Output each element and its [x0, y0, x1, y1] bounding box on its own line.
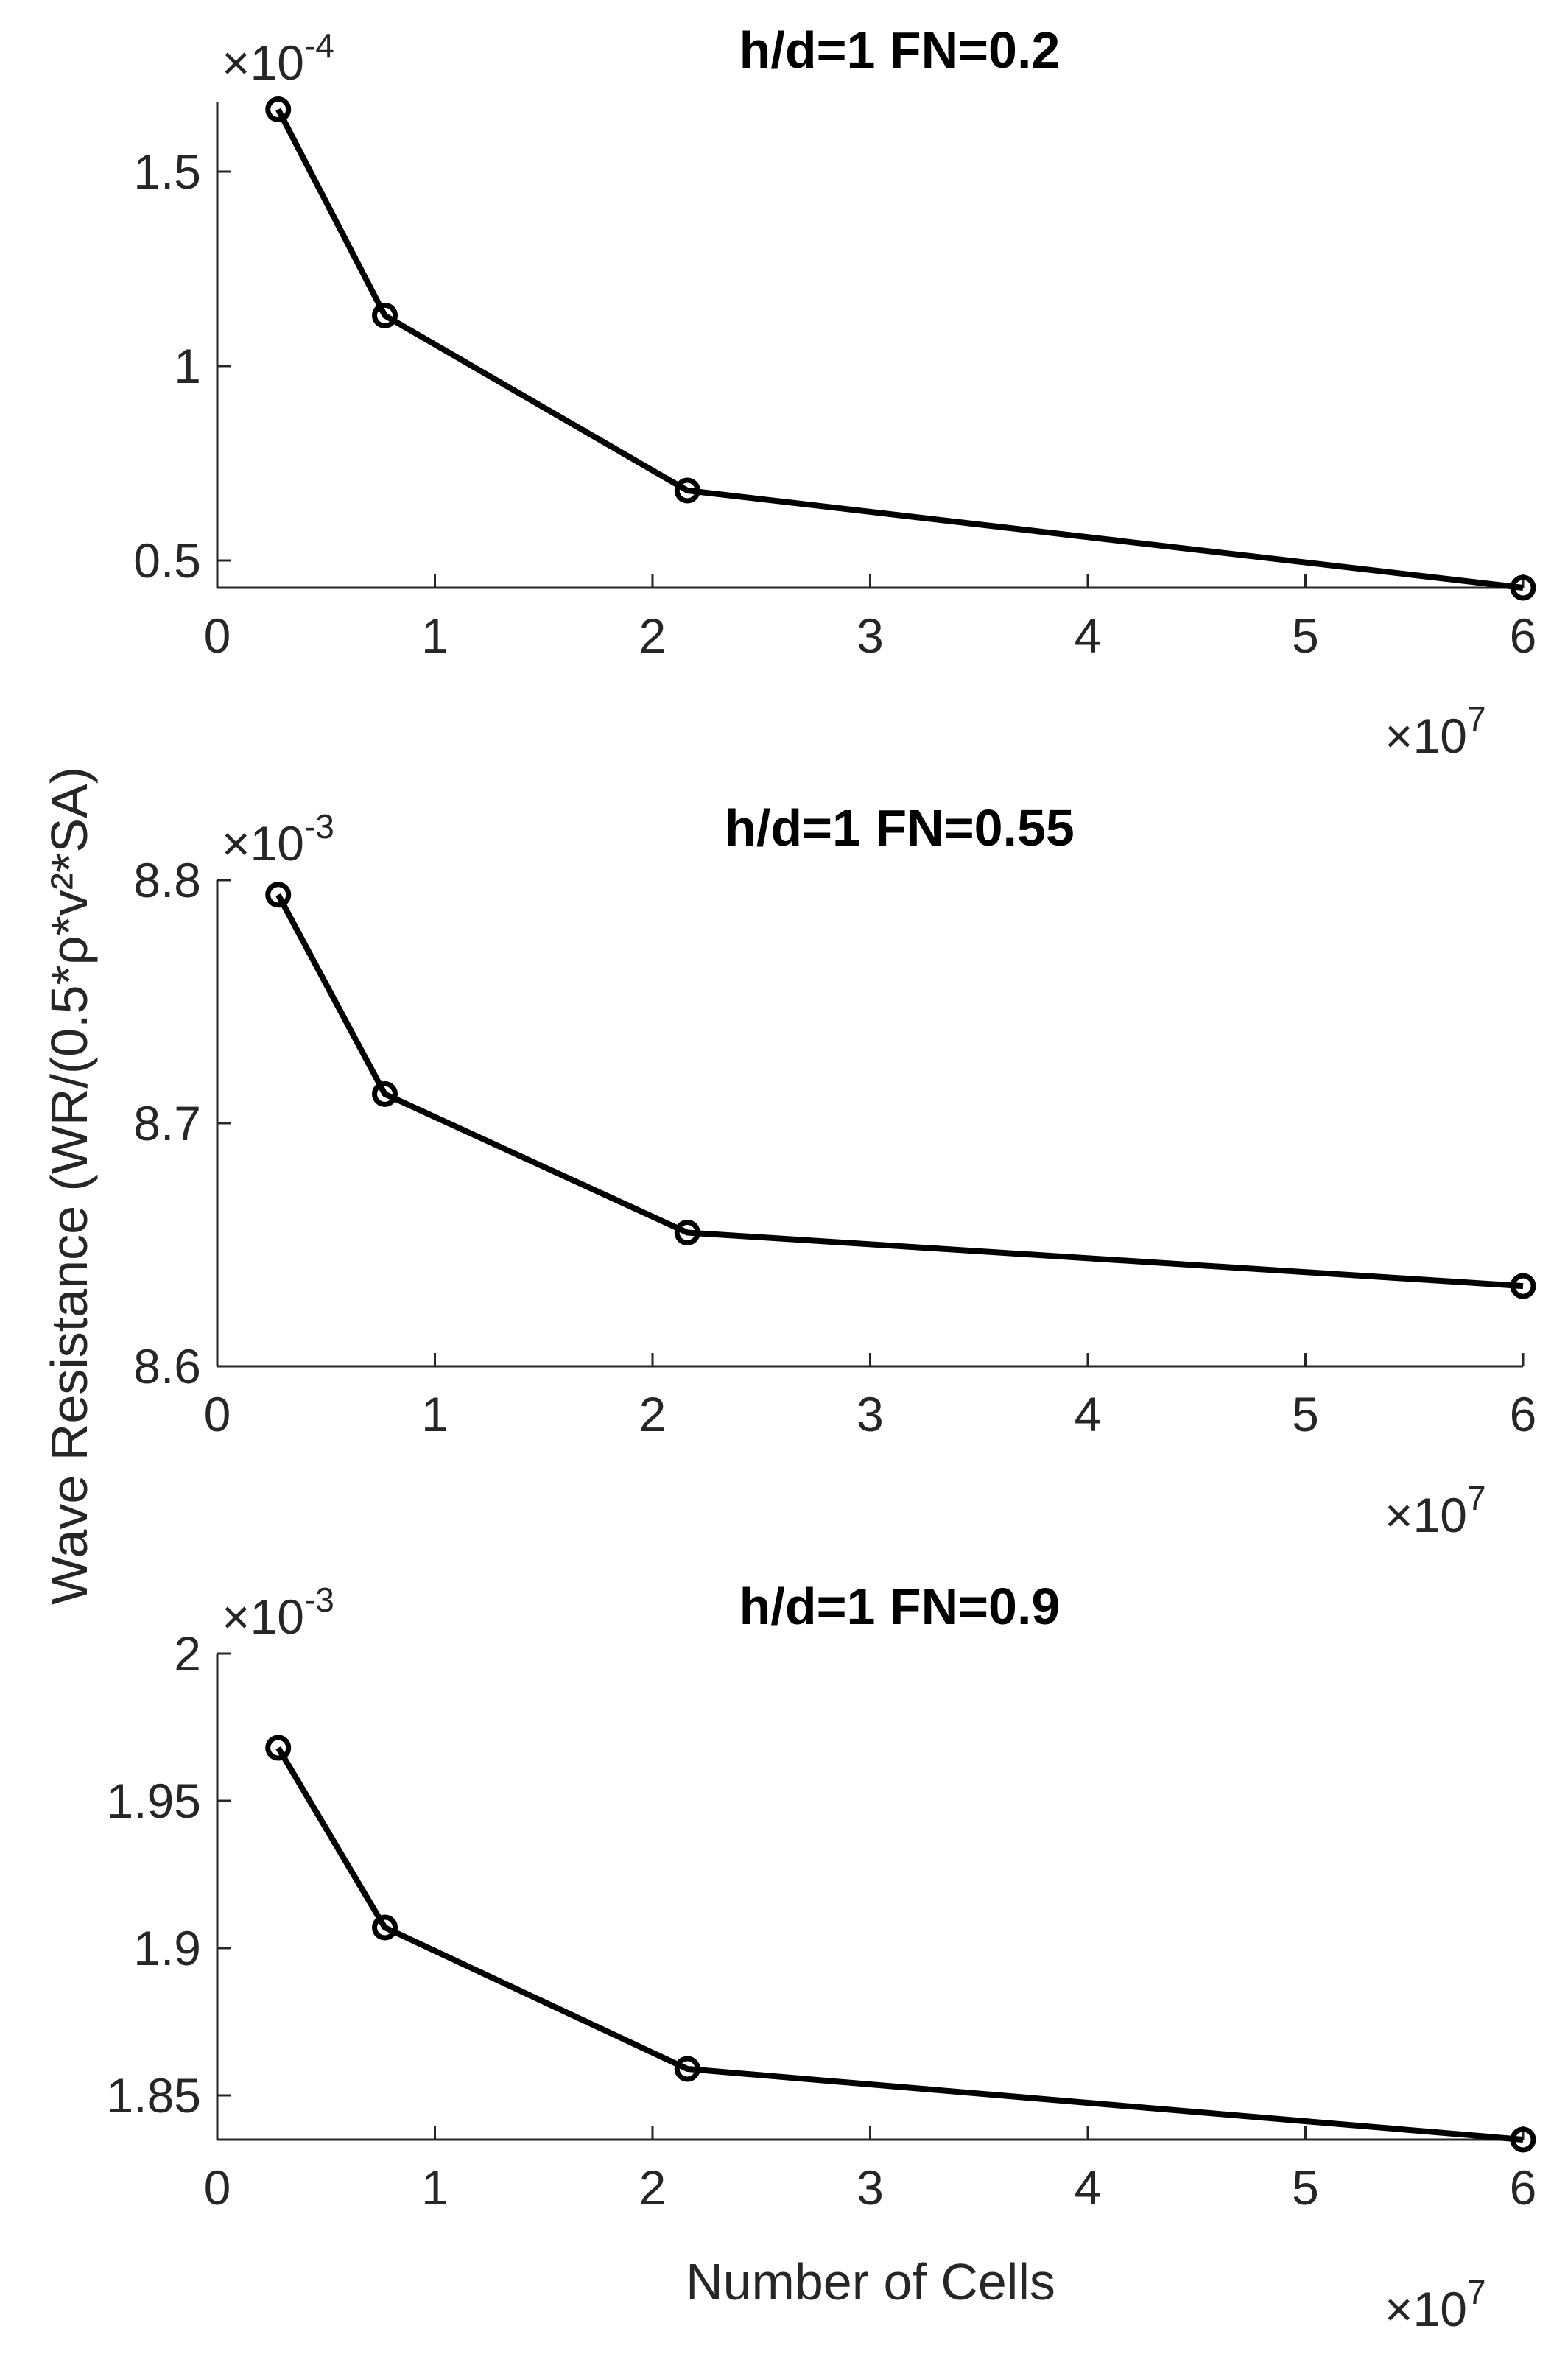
x-exponent-value: 7 [1467, 1479, 1486, 1517]
data-point [674, 2056, 700, 2082]
x-tick-label: 3 [857, 608, 884, 663]
x-tick-label: 6 [1510, 2160, 1537, 2215]
x-tick-label: 1 [421, 1387, 449, 1441]
x-tick-label: 1 [421, 2160, 449, 2215]
data-point [265, 882, 292, 908]
y-tick-label: 1.85 [107, 2068, 201, 2123]
subplot-title: h/d=1 FN=0.2 [739, 21, 1061, 79]
plots: h/d=1 FN=0.20 1 2 3 4 5 60.511.5×10-4×107h/d=1… [107, 21, 1537, 2336]
x-tick-label: 5 [1292, 608, 1319, 663]
x-tick-label: 3 [857, 2160, 884, 2215]
y-exponent-label: ×10-3 [222, 807, 334, 871]
series-line [275, 893, 1524, 1290]
figure-xlabel: Number of Cells [686, 2253, 1055, 2310]
subplot-2: h/d=1 FN=0.550 1 2 3 4 5 68.68.78.8×10-3×107 [133, 799, 1536, 1542]
y-tick-label: 0.5 [133, 533, 201, 588]
x-tick-label: 2 [639, 608, 667, 663]
data-point [372, 1080, 398, 1107]
subplot-3: h/d=1 FN=0.90 1 2 3 4 5 61.851.91.952×10-3×107 [107, 1578, 1537, 2336]
x-tick-label: 0 [204, 2160, 231, 2215]
y-tick-label: 8.6 [133, 1339, 201, 1394]
y-exponent-value: -4 [304, 27, 334, 65]
data-point [372, 302, 398, 328]
data-point [265, 1735, 292, 1761]
x-tick-label: 0 [204, 608, 231, 663]
x-tick-label: 6 [1510, 1387, 1537, 1441]
x-tick-label: 0 [204, 1387, 231, 1441]
y-exponent-value: -3 [304, 1581, 334, 1619]
x-exponent-value: 7 [1467, 700, 1486, 738]
subplot-1: h/d=1 FN=0.20 1 2 3 4 5 60.511.5×10-4×107 [133, 21, 1536, 763]
series-line [275, 1746, 1524, 2143]
y-tick-label: 1.95 [107, 1774, 201, 1828]
x-tick-label: 5 [1292, 1387, 1319, 1441]
data-point [1510, 1273, 1536, 1299]
x-exponent-value: 7 [1467, 2273, 1486, 2311]
series-line [275, 108, 1524, 591]
data-point [265, 96, 292, 123]
data-point [1510, 2126, 1536, 2153]
y-tick-label: 8.7 [133, 1096, 201, 1150]
x-tick-label: 4 [1075, 608, 1102, 663]
x-tick-label: 4 [1075, 2160, 1102, 2215]
data-point [674, 477, 700, 504]
data-point [674, 1220, 700, 1245]
x-tick-label: 1 [421, 608, 449, 663]
figure-ylabel: Wave Resistance (WR/(0.5*ρ*v²*SA) [41, 767, 98, 1605]
x-tick-label: 5 [1292, 2160, 1319, 2215]
subplot-title: h/d=1 FN=0.9 [739, 1578, 1061, 1635]
y-tick-label: 8.8 [133, 853, 201, 907]
x-tick-label: 2 [639, 1387, 667, 1441]
y-tick-label: 2 [174, 1626, 201, 1681]
x-tick-label: 4 [1075, 1387, 1102, 1441]
subplot-title: h/d=1 FN=0.55 [725, 799, 1075, 857]
y-tick-label: 1.9 [133, 1921, 201, 1975]
x-tick-label: 2 [639, 2160, 667, 2215]
x-tick-label: 3 [857, 1387, 884, 1441]
x-tick-label: 6 [1510, 608, 1537, 663]
data-point [372, 1914, 398, 1941]
data-point [1510, 574, 1536, 601]
y-tick-label: 1 [174, 339, 201, 393]
y-exponent-value: -3 [304, 807, 334, 846]
y-tick-label: 1.5 [133, 144, 201, 199]
